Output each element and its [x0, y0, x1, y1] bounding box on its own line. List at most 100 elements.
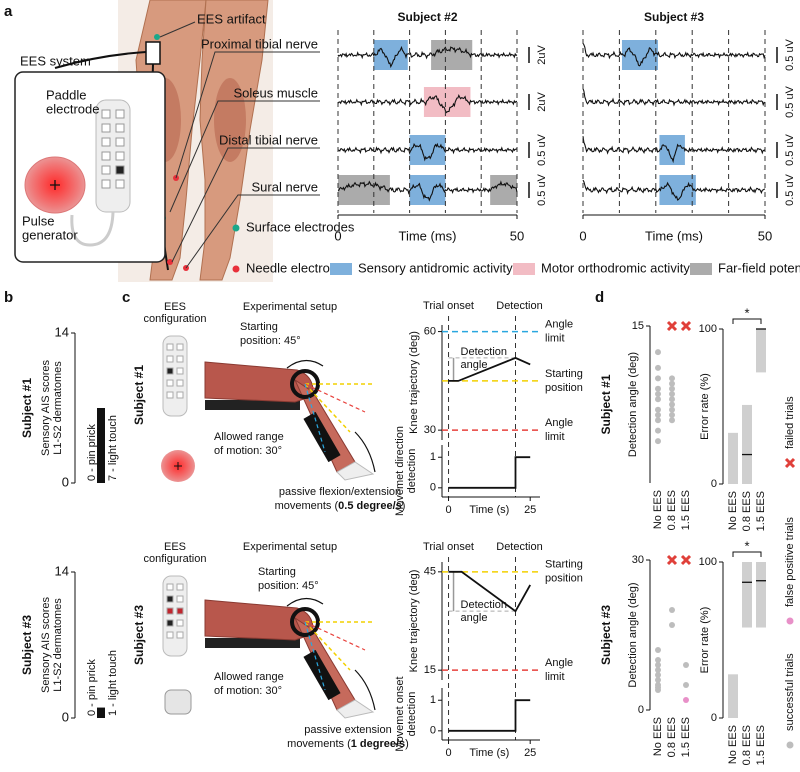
legend-label: successful trials [784, 653, 796, 731]
successful-trial [655, 417, 661, 424]
x-tick-label: 50 [510, 228, 524, 243]
panel-label: a [4, 3, 13, 20]
y-tick-label: 100 [699, 556, 717, 568]
legend-swatch [690, 263, 712, 275]
annotation: passive extension [304, 724, 391, 736]
y-tick-label: 14 [55, 563, 69, 578]
annotation: electrode [46, 101, 99, 116]
successful-trial [655, 672, 661, 678]
nerve-label: Distal tibial nerve [219, 132, 318, 147]
annotation-part: ) [402, 500, 406, 512]
successful-trial [669, 375, 675, 382]
category-label: 1.5 EES [680, 490, 692, 530]
category-label: 1.5 EES [755, 725, 767, 765]
successful-trial [669, 396, 675, 403]
leg-illustration [203, 596, 377, 720]
config-illustration [161, 335, 195, 715]
y-axis-label: Movemet direction [394, 426, 406, 516]
error-range [728, 432, 738, 484]
x-tick-label: 0 [579, 228, 586, 243]
annotation-part: 1 degree/s [351, 738, 405, 750]
y-axis-label: detection [406, 449, 418, 494]
legend-label: failed trials [784, 396, 796, 449]
successful-trial [655, 364, 661, 371]
reference-label: limit [545, 332, 565, 344]
significance-label: * [744, 305, 749, 320]
panel-label: d [595, 289, 604, 306]
scale-label: 0.5 uV [784, 133, 796, 165]
x-tick-label: 50 [758, 228, 772, 243]
subject-label: Subject #3 [132, 605, 146, 665]
x-tick-label: 25 [524, 504, 536, 516]
category-label: 0.8 EES [666, 490, 678, 530]
successful-trial [655, 667, 661, 673]
reference-label: limit [545, 431, 565, 443]
successful-trial [669, 380, 675, 387]
category-label: 0.8 EES [741, 725, 753, 765]
category-label: No EES [652, 490, 664, 529]
annotation: Detection [461, 599, 507, 611]
legend-marker [786, 617, 794, 625]
category-label: 1.5 EES [755, 491, 767, 531]
x-axis-label: Time (s) [469, 747, 509, 759]
failed-marker [680, 320, 692, 332]
nerve-label: Proximal tibial nerve [201, 36, 318, 51]
trace [582, 88, 766, 107]
annotation: Detection [496, 541, 542, 553]
successful-trial [669, 607, 675, 613]
y-tick-label: 15 [632, 320, 644, 332]
error-range [756, 329, 766, 373]
successful-trial [655, 375, 661, 382]
successful-trial [669, 411, 675, 418]
y-axis-label: Movemet onset [394, 676, 406, 751]
y-tick-label: 30 [424, 424, 436, 436]
column-title: Experimental setup [243, 541, 337, 553]
detection-step [448, 456, 531, 489]
x-axis-label: Time (ms) [398, 228, 456, 243]
legend-label: Sensory antidromic activity [358, 260, 513, 275]
column-title: configuration [144, 313, 207, 325]
scale-label: 2uV [536, 45, 548, 65]
y-tick-label: 0 [711, 478, 717, 490]
annotation: movements (0.5 degree/s) [275, 500, 406, 512]
reference-label: Angle [545, 318, 573, 330]
y-axis-label: Detection angle (deg) [627, 352, 639, 457]
bar-label: 1 - light touch [107, 650, 119, 716]
y-axis-label: Error rate (%) [699, 607, 711, 674]
column-title: Experimental setup [243, 301, 337, 313]
annotation-part: ) [405, 738, 409, 750]
successful-trial [669, 385, 675, 392]
y-tick-label: 14 [55, 324, 69, 339]
bar [97, 707, 105, 718]
annotation: of motion: 30° [214, 445, 282, 457]
x-tick-label: 25 [524, 747, 536, 759]
annotation: EES artifact [197, 11, 266, 26]
activity-window [659, 135, 685, 165]
successful-trial [655, 438, 661, 445]
annotation: of motion: 30° [214, 685, 282, 697]
failed-marker [666, 320, 678, 332]
legend-label: Needle electrodes [246, 260, 351, 275]
activity-window [409, 135, 446, 165]
y-axis-label: Knee trajectory (deg) [408, 331, 420, 434]
error-range [756, 562, 766, 628]
error-range [742, 562, 752, 628]
successful-trial [669, 391, 675, 398]
annotation: Trial onset [423, 300, 474, 312]
legend-label: false positive trials [784, 517, 796, 607]
successful-trial [655, 385, 661, 392]
successful-trial [655, 677, 661, 683]
reference-label: position [545, 382, 583, 394]
category-label: No EES [727, 491, 739, 530]
trace [337, 45, 518, 69]
category-label: 0.8 EES [741, 491, 753, 531]
legend-marker [786, 741, 794, 749]
trace [337, 180, 518, 202]
y-axis-label: Sensory AIS scores [40, 597, 52, 693]
x-axis-label: Time (ms) [645, 228, 703, 243]
annotation: movements (1 degree/s) [287, 738, 409, 750]
successful-trial [669, 406, 675, 413]
trajectory-line [448, 356, 531, 382]
annotation: Detection [461, 346, 507, 358]
activity-window [431, 40, 473, 70]
